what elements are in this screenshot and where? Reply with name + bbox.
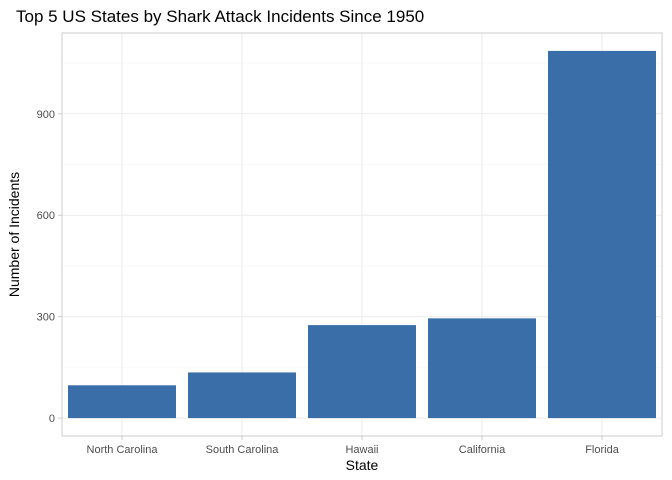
x-axis-title: State	[346, 457, 379, 473]
y-axis-title: Number of Incidents	[6, 172, 22, 297]
chart-title: Top 5 US States by Shark Attack Incident…	[16, 7, 424, 26]
y-tick-label: 900	[37, 109, 55, 121]
bar-hawaii	[308, 325, 416, 419]
bar-south-carolina	[188, 372, 296, 419]
bar-california	[428, 318, 536, 419]
y-tick-label: 0	[49, 413, 55, 425]
x-tick-label: South Carolina	[206, 444, 280, 456]
x-tick-label: Hawaii	[345, 444, 378, 456]
y-tick-label: 300	[37, 312, 55, 324]
y-tick-label: 600	[37, 210, 55, 222]
bar-north-carolina	[68, 385, 176, 419]
bar-florida	[548, 50, 656, 419]
x-tick-label: North Carolina	[87, 444, 159, 456]
bars	[68, 50, 656, 419]
x-tick-label: California	[459, 444, 506, 456]
x-tick-label: Florida	[585, 444, 620, 456]
axis-ticks: 0 300 600 900 North Carolina South Carolina Ha…	[37, 109, 620, 456]
